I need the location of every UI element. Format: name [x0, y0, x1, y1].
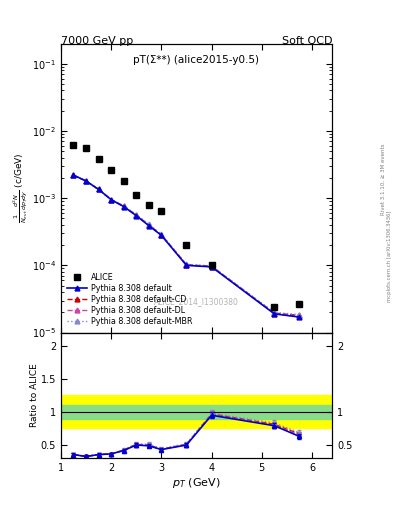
Pythia 8.308 default-DL — [297, 313, 302, 319]
Bar — [61, 406, 332, 418]
ALICE — [71, 142, 76, 148]
Pythia 8.308 default-CD — [96, 186, 101, 193]
Pythia 8.308 default-DL — [71, 172, 76, 178]
ALICE — [109, 167, 114, 174]
ALICE — [297, 301, 302, 307]
X-axis label: $p_T$ (GeV): $p_T$ (GeV) — [172, 476, 221, 490]
Pythia 8.308 default — [109, 197, 114, 203]
ALICE — [121, 178, 126, 184]
Pythia 8.308 default-MBR — [297, 311, 302, 317]
Pythia 8.308 default-CD — [272, 310, 277, 316]
Pythia 8.308 default-CD — [71, 172, 76, 178]
Bar — [61, 395, 332, 429]
Pythia 8.308 default-CD — [121, 203, 126, 209]
Pythia 8.308 default-CD — [109, 197, 114, 203]
Pythia 8.308 default — [297, 314, 302, 320]
Pythia 8.308 default-CD — [159, 232, 164, 238]
Pythia 8.308 default-DL — [109, 197, 114, 203]
Pythia 8.308 default-MBR — [209, 263, 214, 269]
Pythia 8.308 default — [96, 186, 101, 193]
Text: mcplots.cern.ch [arXiv:1306.3436]: mcplots.cern.ch [arXiv:1306.3436] — [387, 210, 391, 302]
ALICE — [147, 202, 151, 208]
ALICE — [84, 145, 88, 152]
Pythia 8.308 default — [272, 311, 277, 317]
Pythia 8.308 default-CD — [209, 263, 214, 269]
Pythia 8.308 default-MBR — [134, 211, 139, 218]
Text: 7000 GeV pp: 7000 GeV pp — [61, 36, 133, 46]
ALICE — [272, 304, 277, 310]
Pythia 8.308 default-DL — [184, 262, 189, 268]
Pythia 8.308 default-MBR — [147, 221, 151, 227]
Pythia 8.308 default — [71, 172, 76, 178]
Pythia 8.308 default — [134, 212, 139, 219]
Text: pT(Σ**) (alice2015-y0.5): pT(Σ**) (alice2015-y0.5) — [134, 55, 259, 65]
Line: ALICE: ALICE — [70, 142, 303, 310]
Pythia 8.308 default-MBR — [96, 186, 101, 193]
Pythia 8.308 default — [184, 262, 189, 268]
Pythia 8.308 default-CD — [134, 212, 139, 218]
Pythia 8.308 default-DL — [209, 264, 214, 270]
Pythia 8.308 default-DL — [84, 178, 88, 184]
Pythia 8.308 default-DL — [159, 232, 164, 238]
Pythia 8.308 default — [209, 264, 214, 270]
Pythia 8.308 default-CD — [84, 178, 88, 184]
Line: Pythia 8.308 default-CD: Pythia 8.308 default-CD — [71, 173, 302, 318]
Y-axis label: $\frac{1}{N_{evt}}\frac{d^2N}{dp_{T}dy}$ (c/GeV): $\frac{1}{N_{evt}}\frac{d^2N}{dp_{T}dy}$… — [12, 153, 31, 223]
Pythia 8.308 default — [147, 223, 151, 229]
Pythia 8.308 default-DL — [121, 203, 126, 209]
Legend: ALICE, Pythia 8.308 default, Pythia 8.308 default-CD, Pythia 8.308 default-DL, P: ALICE, Pythia 8.308 default, Pythia 8.30… — [65, 271, 195, 329]
Line: Pythia 8.308 default-MBR: Pythia 8.308 default-MBR — [71, 173, 302, 317]
Pythia 8.308 default — [84, 178, 88, 184]
Pythia 8.308 default-DL — [272, 310, 277, 316]
ALICE — [134, 193, 139, 199]
ALICE — [159, 208, 164, 214]
Y-axis label: Ratio to ALICE: Ratio to ALICE — [30, 364, 39, 428]
Text: Rivet 3.1.10, ≥ 3M events: Rivet 3.1.10, ≥ 3M events — [381, 143, 386, 215]
Pythia 8.308 default-DL — [147, 222, 151, 228]
Pythia 8.308 default — [159, 232, 164, 239]
Pythia 8.308 default-MBR — [84, 178, 88, 184]
Pythia 8.308 default-MBR — [109, 197, 114, 203]
Pythia 8.308 default-MBR — [272, 309, 277, 315]
Pythia 8.308 default-CD — [147, 222, 151, 228]
ALICE — [96, 156, 101, 162]
ALICE — [184, 242, 189, 248]
Text: ALICE_2014_I1300380: ALICE_2014_I1300380 — [154, 297, 239, 307]
Pythia 8.308 default-MBR — [184, 261, 189, 267]
Line: Pythia 8.308 default: Pythia 8.308 default — [71, 173, 302, 319]
Pythia 8.308 default-MBR — [121, 203, 126, 209]
Pythia 8.308 default-DL — [134, 212, 139, 219]
Pythia 8.308 default-CD — [184, 262, 189, 268]
Pythia 8.308 default-DL — [96, 186, 101, 193]
Pythia 8.308 default-CD — [297, 312, 302, 318]
Pythia 8.308 default — [121, 203, 126, 209]
Pythia 8.308 default-MBR — [71, 172, 76, 178]
Pythia 8.308 default-MBR — [159, 231, 164, 238]
ALICE — [209, 262, 214, 268]
Text: Soft QCD: Soft QCD — [282, 36, 332, 46]
Line: Pythia 8.308 default-DL: Pythia 8.308 default-DL — [71, 173, 302, 318]
